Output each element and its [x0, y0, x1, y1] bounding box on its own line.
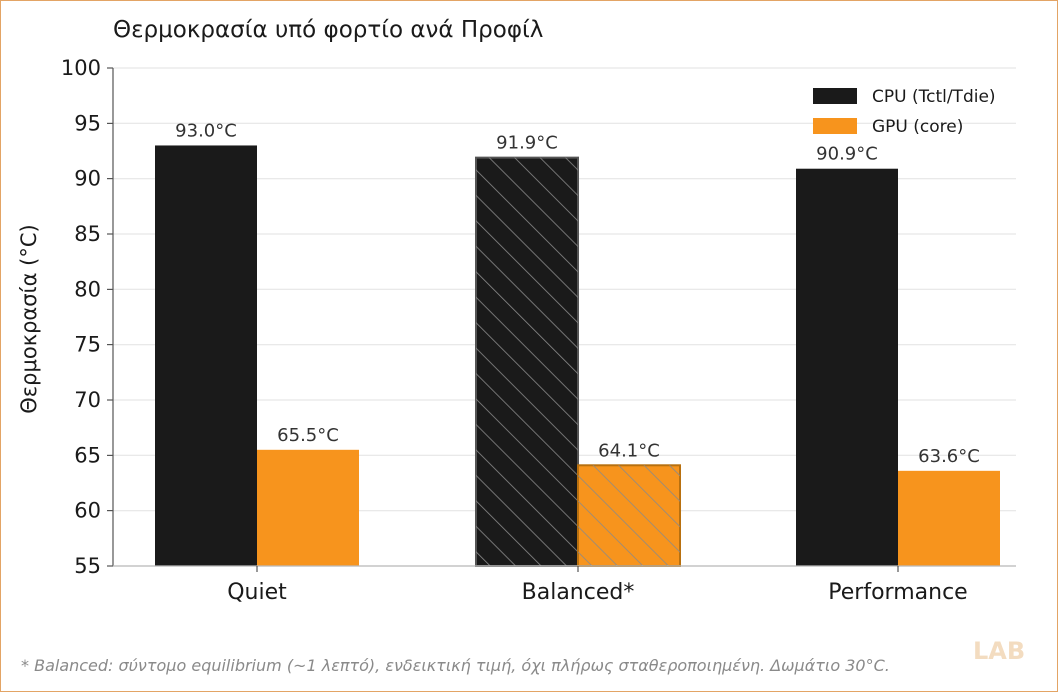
bar-gpu-performance [898, 470, 1000, 566]
legend-swatch-gpu [813, 118, 857, 134]
y-tick-label: 75 [74, 333, 101, 357]
y-tick-label: 70 [74, 388, 101, 412]
value-labels: 93.0°C 91.9°C 90.9°C 65.5°C 64.1°C 63.6°C [175, 120, 980, 466]
y-tick-label: 95 [74, 111, 101, 135]
legend-label-gpu: GPU (core) [872, 117, 963, 137]
y-tick-label: 80 [74, 277, 101, 301]
bar-gpu-quiet [257, 449, 359, 566]
bar-hatch-overlay [476, 157, 578, 566]
value-label: 64.1°C [598, 440, 660, 461]
y-tick-label: 65 [74, 443, 101, 467]
value-label: 63.6°C [918, 446, 980, 467]
value-label: 65.5°C [277, 425, 339, 446]
value-label: 93.0°C [175, 120, 237, 141]
x-tick-label: Quiet [227, 580, 287, 605]
value-label: 91.9°C [496, 133, 558, 154]
axes: 55 60 65 70 75 80 85 90 95 100 Quiet Balanced* Perfo… [61, 56, 1016, 605]
chart-title: Θερμοκρασία υπό φορτίο ανά Προφίλ [113, 17, 543, 43]
watermark: LAB [973, 637, 1025, 665]
footnote: * Balanced: σύντομο equilibrium (~1 λεπτ… [21, 656, 890, 675]
y-tick-label: 85 [74, 222, 101, 246]
bar-cpu-quiet [155, 145, 257, 566]
bars [155, 145, 1000, 567]
legend: CPU (Tctl/Tdie) GPU (core) [813, 87, 996, 137]
bar-hatch-overlay [578, 465, 680, 566]
legend-swatch-cpu [813, 88, 857, 104]
y-tick-label: 60 [74, 499, 101, 523]
y-tick-label: 90 [74, 167, 101, 191]
x-tick-label: Balanced* [522, 580, 635, 605]
y-tick-label: 55 [74, 554, 101, 578]
y-tick-label: 100 [61, 56, 101, 80]
value-label: 90.9°C [816, 144, 878, 165]
x-tick-label: Performance [828, 580, 967, 605]
bar-cpu-performance [796, 168, 898, 566]
y-axis-label: Θερμοκρασία (°C) [17, 224, 41, 413]
legend-label-cpu: CPU (Tctl/Tdie) [872, 87, 996, 107]
